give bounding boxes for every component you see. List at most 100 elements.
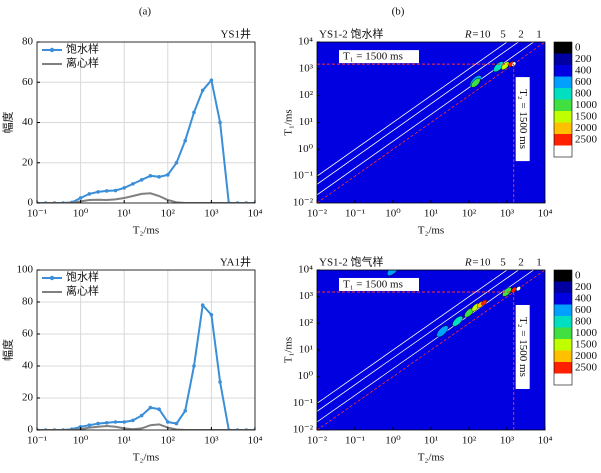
colorbar-frame (553, 41, 573, 158)
x-tick-label: 10⁴ (538, 208, 553, 220)
x-tick-label: 10⁻¹ (27, 435, 47, 447)
blob (516, 286, 521, 292)
point (218, 120, 222, 125)
colorbar-band (554, 76, 572, 88)
point (122, 420, 126, 424)
ratio-label: 5 (500, 29, 506, 41)
point (200, 88, 205, 93)
x-tick-label: 10¹ (424, 435, 438, 447)
x-tick-label: 10⁴ (248, 435, 263, 447)
x-tick-label: 10⁻¹ (27, 208, 47, 220)
colorbar-label: 1500 (575, 338, 598, 350)
threshold-label: T₁ = 1500 ms (343, 279, 403, 291)
threshold-label: T₁ = 1500 ms (343, 51, 403, 63)
plot-area (317, 270, 545, 430)
point (148, 405, 153, 410)
ratio-line (317, 42, 545, 203)
plot-area (37, 42, 255, 203)
x-tick-label: 10³ (204, 435, 219, 447)
plot-frame (316, 41, 546, 204)
colorbar-label: 0 (575, 41, 581, 53)
point (157, 407, 161, 412)
point (183, 138, 188, 143)
legend-label: 饱水样 (66, 270, 99, 284)
point (87, 192, 92, 196)
colorbar-band (554, 122, 572, 134)
legend-label: 离心样 (66, 56, 99, 70)
point (122, 186, 126, 190)
panel-label: (a) (139, 6, 152, 18)
point (218, 380, 222, 384)
colorbar-band (554, 362, 572, 374)
x-tick-label: 10¹ (424, 208, 438, 220)
y-tick-label: 10⁰ (298, 370, 314, 382)
ratio-label: 2 (518, 257, 524, 269)
point (209, 78, 214, 83)
point (87, 423, 92, 428)
point (104, 421, 109, 425)
colorbar-band (554, 281, 572, 293)
colorbar-label: 200 (575, 281, 592, 293)
colorbar-label: 800 (575, 315, 592, 327)
ratio-line (317, 270, 520, 412)
x-axis-label: T₂/ms (418, 452, 444, 464)
colorbar-band (554, 293, 572, 305)
x-tick-label: 10² (161, 435, 176, 447)
point (148, 174, 153, 178)
y-tick-label: 20 (22, 156, 34, 168)
y-tick-label: 10⁻² (293, 197, 314, 209)
colorbar-label: 2000 (575, 350, 598, 362)
y-tick-label: 40 (22, 116, 34, 128)
x-tick-label: 10¹ (117, 208, 131, 220)
y-tick-label: 60 (22, 76, 34, 88)
y-tick-label: 10¹ (299, 344, 313, 356)
point (157, 175, 161, 179)
y-tick-label: 0 (28, 197, 34, 209)
x-tick-label: 10⁴ (248, 208, 263, 220)
point (183, 409, 188, 413)
point (78, 196, 83, 200)
legend-marker (49, 275, 55, 281)
point (166, 420, 170, 424)
x-tick-label: 10³ (500, 435, 515, 447)
x-tick-label: 10¹ (117, 435, 131, 447)
ratio-label: 2 (518, 29, 524, 41)
colorbar-band (554, 316, 572, 328)
label-box (515, 77, 530, 162)
x-tick-label: 10⁴ (538, 435, 553, 447)
y-tick-label: 10³ (299, 62, 314, 74)
plot-area (37, 270, 255, 430)
legend-label: 饱水样 (66, 42, 99, 56)
label-box (515, 304, 530, 389)
y-tick-label: 10³ (299, 290, 314, 302)
panel-label: (b) (392, 6, 405, 18)
colorbar-band (554, 88, 572, 100)
x-axis-label: T₂/ms (133, 452, 159, 464)
x-tick-label: 10⁰ (73, 208, 89, 220)
colorbar-band (554, 111, 572, 123)
colorbar-band (554, 134, 572, 146)
x-tick-label: 10⁰ (385, 435, 401, 447)
x-tick-label: 10⁰ (385, 208, 401, 220)
y-tick-label: 10⁻¹ (293, 170, 313, 182)
colorbar-band (554, 327, 572, 339)
ratio-prefix: R= (464, 29, 479, 41)
colorbar-label: 400 (575, 64, 592, 76)
y-tick-label: 40 (22, 360, 34, 372)
ratio-label: 1 (536, 257, 542, 269)
x-tick-label: 10⁻¹ (345, 435, 365, 447)
point (174, 160, 179, 165)
point (96, 421, 100, 426)
x-tick-label: 10⁻² (307, 435, 328, 447)
x-tick-label: 10² (462, 208, 477, 220)
colorbar-band (554, 53, 572, 65)
ratio-line (317, 42, 520, 185)
legend-marker (49, 47, 55, 53)
legend-label: 离心样 (66, 284, 99, 298)
chart-title: YS1-2 饱水样 (319, 27, 383, 41)
x-tick-label: 10⁰ (73, 435, 89, 447)
x-tick-label: 10⁻² (307, 208, 328, 220)
colorbar-frame (553, 269, 573, 386)
plot-frame (316, 269, 546, 431)
blob (436, 325, 449, 338)
